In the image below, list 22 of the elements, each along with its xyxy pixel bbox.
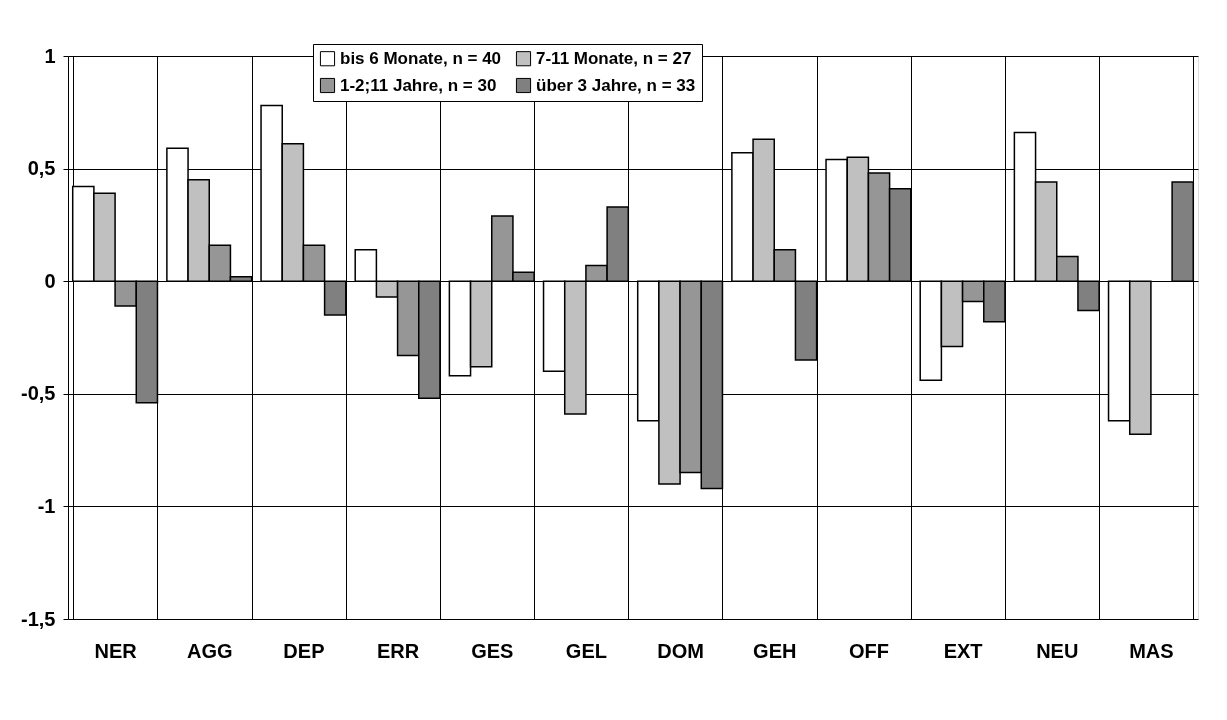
legend-label: 1-2;11 Jahre, n = 30 <box>340 75 497 95</box>
legend-label: 7-11 Monate, n = 27 <box>536 48 692 68</box>
legend-label: bis 6 Monate, n = 40 <box>340 48 502 68</box>
y-tick-label: 1 <box>44 44 56 67</box>
y-tick-label: 0,5 <box>27 157 56 180</box>
y-tick-label: -1 <box>37 494 56 517</box>
x-tick-label: GES <box>471 639 514 662</box>
x-tick-label: AGG <box>186 639 233 662</box>
x-tick-label: NER <box>94 639 138 662</box>
legend-label: über 3 Jahre, n = 33 <box>536 75 696 95</box>
x-tick-label: DEP <box>283 639 325 662</box>
x-tick-label: ERR <box>376 639 420 662</box>
y-tick-label: 0 <box>44 269 56 292</box>
x-tick-label: EXT <box>943 639 983 662</box>
x-tick-label: DOM <box>657 639 704 662</box>
x-tick-label: OFF <box>848 639 889 662</box>
x-tick-label: MAS <box>1129 639 1174 662</box>
x-tick-label: GEH <box>753 639 797 662</box>
x-tick-label: GEL <box>565 639 607 662</box>
y-tick-label: -1,5 <box>21 607 56 630</box>
y-tick-label: -0,5 <box>21 382 56 405</box>
x-tick-label: NEU <box>1036 639 1079 662</box>
